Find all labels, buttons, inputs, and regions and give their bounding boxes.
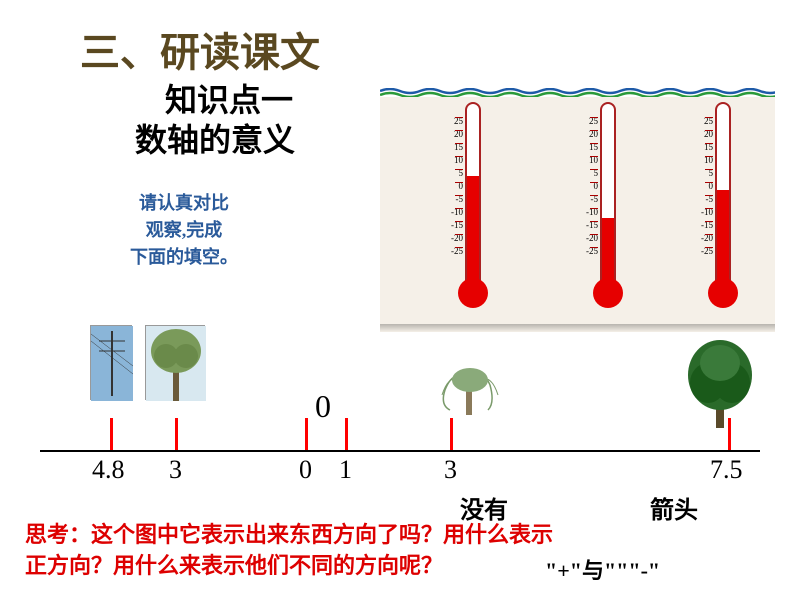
prompt-line2: 正方向？用什么来表示他们不同的方向呢？ — [25, 553, 443, 578]
thermo-ticks — [705, 117, 713, 260]
thermo-mercury — [602, 218, 614, 280]
thermo-bulb — [593, 278, 623, 308]
section-title: 三、研读课文 — [80, 20, 320, 78]
axis-tick — [345, 418, 348, 450]
axis-tick — [728, 418, 731, 450]
thermo-mercury — [467, 176, 479, 280]
knowledge-point-subtitle: 数轴的意义 — [135, 115, 295, 161]
number-line — [40, 450, 760, 452]
axis-tick — [175, 418, 178, 450]
answer-plus-minus: "+"与"""-" — [545, 553, 660, 585]
axis-label: 7.5 — [710, 455, 743, 485]
instruction-line: 请认真对比 — [130, 190, 238, 217]
thermometer: 2520151050-5-10-15-20-25 — [575, 102, 635, 322]
wave-border — [380, 85, 775, 95]
thermometer: 2520151050-5-10-15-20-25 — [440, 102, 500, 322]
instruction-text: 请认真对比 观察,完成 下面的填空。 — [130, 190, 238, 271]
axis-tick — [450, 418, 453, 450]
thermo-bulb — [458, 278, 488, 308]
axis-label: 1 — [339, 455, 352, 485]
pole-image — [90, 325, 132, 400]
thinking-prompt: 思考：这个图中它表示出来东西方向了吗？用什么表示 正方向？用什么来表示他们不同的… — [25, 520, 553, 582]
willow-image — [430, 355, 510, 415]
axis-label: 3 — [169, 455, 182, 485]
axis-tick — [305, 418, 308, 450]
instruction-line: 观察,完成 — [130, 217, 238, 244]
prompt-line1: 思考：这个图中它表示出来东西方向了吗？用什么表示 — [25, 522, 553, 547]
thermo-bulb — [708, 278, 738, 308]
instruction-line: 下面的填空。 — [130, 244, 238, 271]
thermo-ticks — [590, 117, 598, 260]
axis-tick — [110, 418, 113, 450]
thermometer: 2520151050-5-10-15-20-25 — [690, 102, 750, 322]
thermo-ticks — [455, 117, 463, 260]
answer-arrow: 箭头 — [650, 490, 698, 525]
tree-green-image — [680, 335, 760, 430]
tree-bare-image — [145, 325, 205, 400]
axis-label: 4.8 — [92, 455, 125, 485]
panel-shadow — [380, 324, 775, 332]
thermometer-panel: 2520151050-5-10-15-20-25 2520151050-5-10-… — [380, 97, 775, 332]
axis-label: 0 — [299, 455, 312, 485]
axis-label: 3 — [444, 455, 457, 485]
thermo-mercury — [717, 190, 729, 280]
zero-above-axis: 0 — [315, 388, 331, 425]
